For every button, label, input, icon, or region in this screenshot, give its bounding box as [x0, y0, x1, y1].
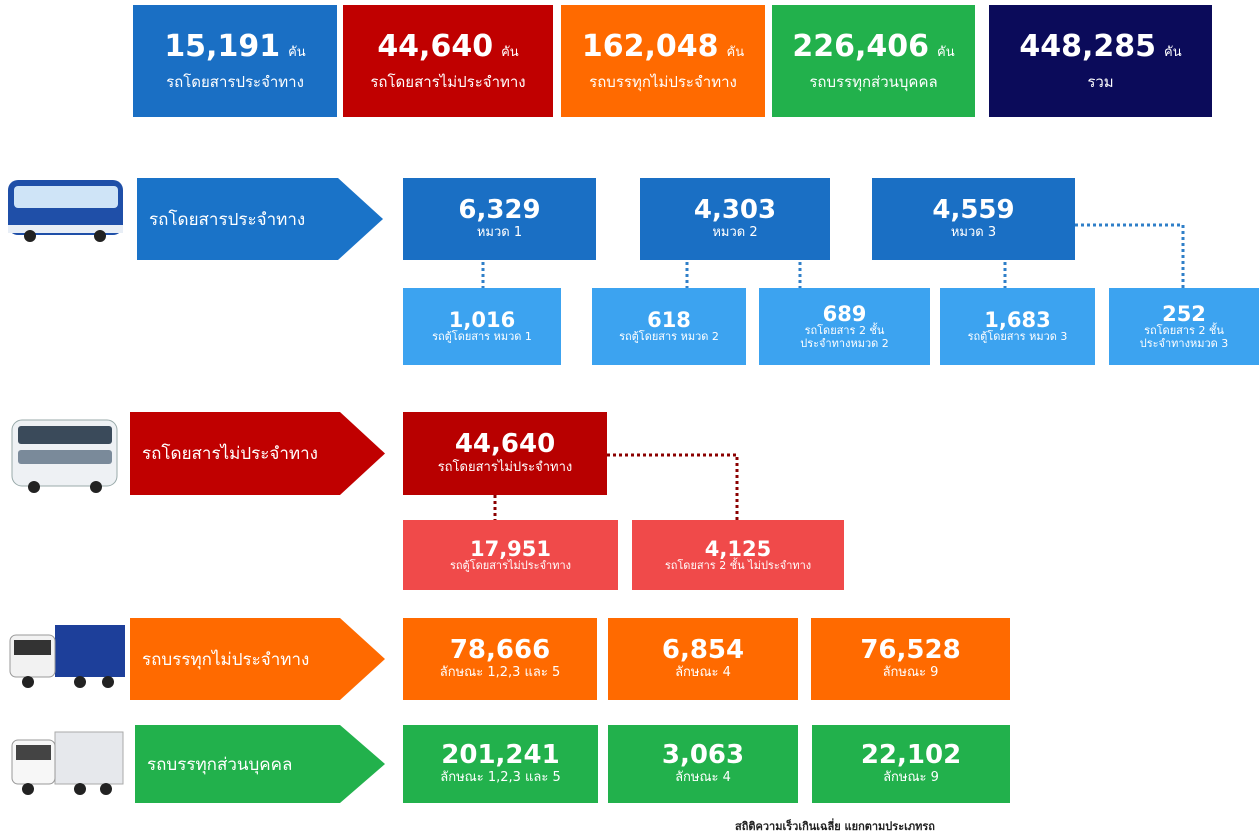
infographic: สถิติความเร็วเกินเฉลี่ย แยกตามประเภทรถ 1…: [0, 0, 1259, 835]
summary-value: 226,406: [792, 31, 929, 63]
summary-label: รถบรรทุกไม่ประจำทาง: [589, 74, 737, 91]
group-value: 6,329: [458, 197, 540, 224]
summary-value: 162,048: [582, 31, 719, 63]
detail-value: 689: [823, 303, 867, 325]
summary-value-row: 448,285 คัน: [1019, 31, 1181, 63]
group-card: 76,528 ลักษณะ 9: [811, 618, 1010, 700]
page: {"summary": [ {"value": "15,191", "unit"…: [0, 0, 1259, 835]
group-value: 22,102: [861, 742, 961, 769]
detail-label: รถตู้โดยสาร หมวด 3: [968, 331, 1068, 344]
summary-unit: คัน: [1164, 41, 1182, 62]
group-card: 78,666 ลักษณะ 1,2,3 และ 5: [403, 618, 597, 700]
detail-value: 1,683: [984, 309, 1050, 331]
summary-value-row: 162,048 คัน: [582, 31, 744, 63]
summary-label: รถโดยสารประจำทาง: [166, 74, 304, 91]
summary-card: 162,048 คันรถบรรทุกไม่ประจำทาง: [561, 5, 765, 117]
group-label: ลักษณะ 1,2,3 และ 5: [440, 666, 561, 681]
section-name: รถโดยสารประจำทาง: [149, 178, 305, 260]
group-value: 4,303: [694, 197, 776, 224]
detail-label: รถตู้โดยสาร หมวด 2: [619, 331, 719, 344]
detail-value: 1,016: [449, 309, 515, 331]
summary-value: 44,640: [377, 31, 493, 63]
group-value: 78,666: [450, 637, 550, 664]
section-name: รถบรรทุกไม่ประจำทาง: [142, 618, 309, 700]
group-card: 6,329 หมวด 1: [403, 178, 596, 260]
group-label: ลักษณะ 9: [883, 666, 939, 681]
detail-value: 252: [1162, 303, 1206, 325]
group-card: 6,854 ลักษณะ 4: [608, 618, 798, 700]
detail-label: รถตู้โดยสารไม่ประจำทาง: [450, 560, 571, 573]
group-card: 3,063 ลักษณะ 4: [608, 725, 798, 803]
group-card: 4,559 หมวด 3: [872, 178, 1075, 260]
summary-label: รวม: [1087, 74, 1113, 91]
group-card: 201,241 ลักษณะ 1,2,3 และ 5: [403, 725, 598, 803]
detail-value: 618: [647, 309, 691, 331]
section-name: รถบรรทุกส่วนบุคคล: [147, 725, 292, 803]
summary-card: 15,191 คันรถโดยสารประจำทาง: [133, 5, 337, 117]
summary-unit: คัน: [288, 41, 306, 62]
detail-label: รถโดยสาร 2 ชั้น: [1144, 325, 1224, 338]
summary-value-row: 15,191 คัน: [164, 31, 305, 63]
group-label: หมวด 1: [477, 226, 522, 241]
summary-card: 44,640 คันรถโดยสารไม่ประจำทาง: [343, 5, 553, 117]
group-card: 22,102 ลักษณะ 9: [812, 725, 1010, 803]
summary-value: 15,191: [164, 31, 280, 63]
detail-value: 17,951: [470, 538, 551, 560]
detail-label: ประจำทางหมวด 2: [800, 338, 889, 351]
footer: สถิติความเร็วเกินเฉลี่ย แยกตามประเภทรถ: [735, 817, 935, 835]
group-label: หมวด 3: [951, 226, 996, 241]
connector: [607, 455, 737, 520]
summary-label: รถโดยสารไม่ประจำทาง: [370, 74, 525, 91]
summary-label: รถบรรทุกส่วนบุคคล: [809, 74, 937, 91]
group-label: ลักษณะ 1,2,3 และ 5: [440, 771, 561, 786]
summary-unit: คัน: [727, 41, 745, 62]
detail-label: รถโดยสาร 2 ชั้น: [805, 325, 885, 338]
detail-value: 4,125: [705, 538, 771, 560]
detail-label: รถตู้โดยสาร หมวด 1: [432, 331, 532, 344]
group-value: 201,241: [441, 742, 559, 769]
summary-card: 226,406 คันรถบรรทุกส่วนบุคคล: [772, 5, 975, 117]
summary-value-row: 226,406 คัน: [792, 31, 954, 63]
group-label: ลักษณะ 4: [675, 771, 731, 786]
summary-value-row: 44,640 คัน: [377, 31, 518, 63]
group-label: หมวด 2: [712, 226, 757, 241]
detail-label: ประจำทางหมวด 3: [1140, 338, 1229, 351]
group-value: 4,559: [932, 197, 1014, 224]
summary-unit: คัน: [937, 41, 955, 62]
group-value: 76,528: [860, 637, 960, 664]
summary-unit: คัน: [501, 41, 519, 62]
group-label: รถโดยสารไม่ประจำทาง: [438, 461, 573, 476]
group-value: 6,854: [662, 637, 744, 664]
detail-label: รถโดยสาร 2 ชั้น ไม่ประจำทาง: [665, 560, 811, 573]
connector: [1075, 225, 1183, 288]
group-value: 3,063: [662, 742, 744, 769]
group-value: 44,640: [455, 431, 555, 458]
summary-card: 448,285 คันรวม: [989, 5, 1212, 117]
group-label: ลักษณะ 4: [675, 666, 731, 681]
group-card: 4,303 หมวด 2: [640, 178, 830, 260]
group-card: 44,640 รถโดยสารไม่ประจำทาง: [403, 412, 607, 495]
group-label: ลักษณะ 9: [883, 771, 939, 786]
section-name: รถโดยสารไม่ประจำทาง: [142, 412, 318, 495]
summary-value: 448,285: [1019, 31, 1156, 63]
